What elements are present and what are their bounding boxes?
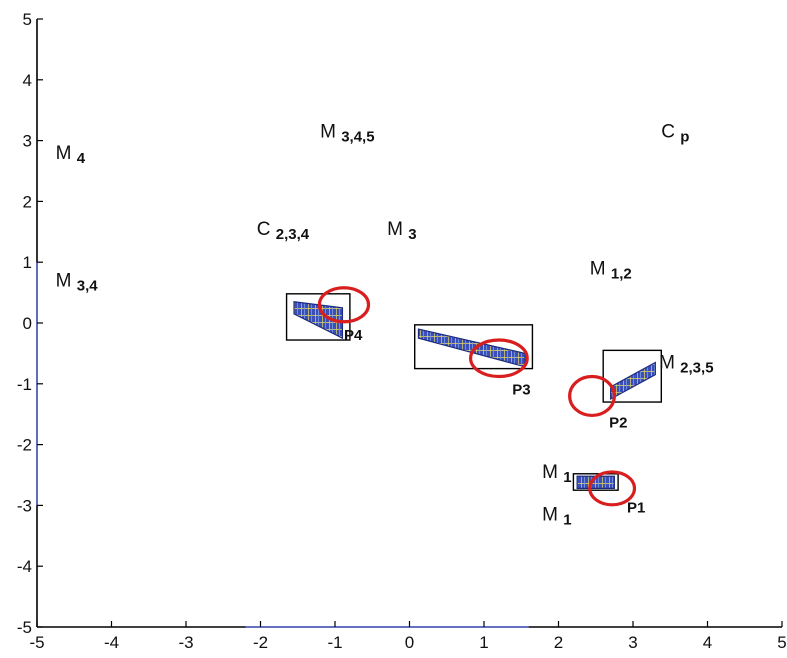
ticks: -5 -4 -3 -2 -1 0 1 2 3 4 5 5 4 3 2 1 0 -1 -2 -3 -4 -5 [17,10,787,652]
y-tick-label: 2 [23,192,32,211]
y-tick-label: -2 [17,436,32,455]
annotation-label: M 4 [56,143,86,167]
annotation-label: M 2,3,5 [659,353,713,377]
annotation-label: M 1 [542,462,571,486]
pixel-band [576,475,615,489]
x-tick-label: 2 [554,633,563,652]
annotation-label: C 2,3,4 [257,219,310,243]
annotation-subscript: 1 [563,512,571,529]
annotation-subscript: 3,4 [77,278,99,295]
y-tick-label: -3 [17,496,32,515]
target-circles [317,286,637,507]
region-label: P4 [344,327,363,344]
region-label: P2 [609,415,627,432]
annotation-label: C p [661,122,689,146]
annotation-main: M [542,505,563,526]
y-tick-label: 3 [23,132,32,151]
axes [36,19,782,628]
x-tick-label: -3 [178,633,193,652]
annotation-subscript: p [680,129,689,146]
y-tick-label: -4 [17,557,32,576]
annotation-subscript: 1 [563,469,571,486]
annotation-label: M 3,4,5 [320,122,374,146]
annotation-main: M [56,271,77,292]
annotation-main: M [56,143,77,164]
pixel-band [610,361,656,401]
x-tick-label: -2 [253,633,268,652]
y-tick-label: -1 [17,375,32,394]
annotation-label: M 3 [387,219,416,243]
bounding-boxes [285,293,663,491]
y-tick-label: 0 [23,314,32,333]
annotation-main: M [659,353,680,374]
annotation-main: M [542,462,563,483]
bounding-box [285,293,351,341]
pixel-bands [293,301,656,489]
region-labels: P4 P3 P2 P1 [344,327,645,517]
annotation-subscript: 3 [408,226,416,243]
annotation-label: M 1,2 [590,258,632,282]
x-tick-label: 1 [479,633,488,652]
bounding-box [602,349,663,403]
y-tick-label: 4 [23,71,32,90]
annotation-label: M 1 [542,505,571,529]
annotations: M 4M 3,4M 3,4,5C 2,3,4 M 3C pM 1,2M 2,3,5… [56,122,714,529]
x-tick-label: -1 [327,633,342,652]
x-tick-label: 4 [703,633,712,652]
annotation-main: M [590,258,611,279]
annotation-subscript: 4 [77,150,86,167]
annotation-label: M 3,4 [56,271,99,295]
bounding-box [572,473,619,491]
x-tick-label: 0 [405,633,414,652]
annotation-main: M [320,122,341,143]
region-label: P3 [512,382,530,399]
target-circle [588,470,637,507]
region-label: P1 [627,500,645,517]
x-tick-label: -5 [29,633,44,652]
annotation-subscript: 1,2 [611,265,632,282]
annotation-subscript: 2,3,4 [276,226,310,243]
target-circle [568,374,616,418]
annotation-main: M [387,219,408,240]
annotation-main: C [257,219,276,240]
x-tick-label: -4 [104,633,119,652]
annotation-main: C [661,122,680,143]
pixel-band [293,301,344,340]
y-tick-label: 1 [23,253,32,272]
x-tick-label: 5 [777,633,786,652]
y-tick-label: -5 [17,618,32,637]
target-circle [317,286,371,324]
x-tick-label: 3 [628,633,637,652]
y-tick-label: 5 [23,10,32,29]
annotation-subscript: 2,3,5 [680,360,713,377]
annotation-subscript: 3,4,5 [341,129,374,146]
target-circle [468,338,529,379]
